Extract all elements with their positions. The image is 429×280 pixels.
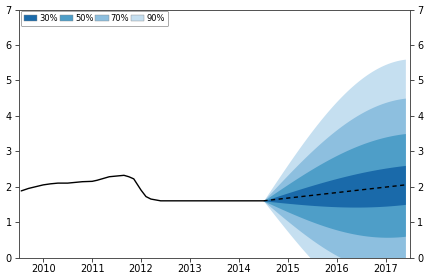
Legend: 30%, 50%, 70%, 90%: 30%, 50%, 70%, 90% [21, 11, 168, 27]
